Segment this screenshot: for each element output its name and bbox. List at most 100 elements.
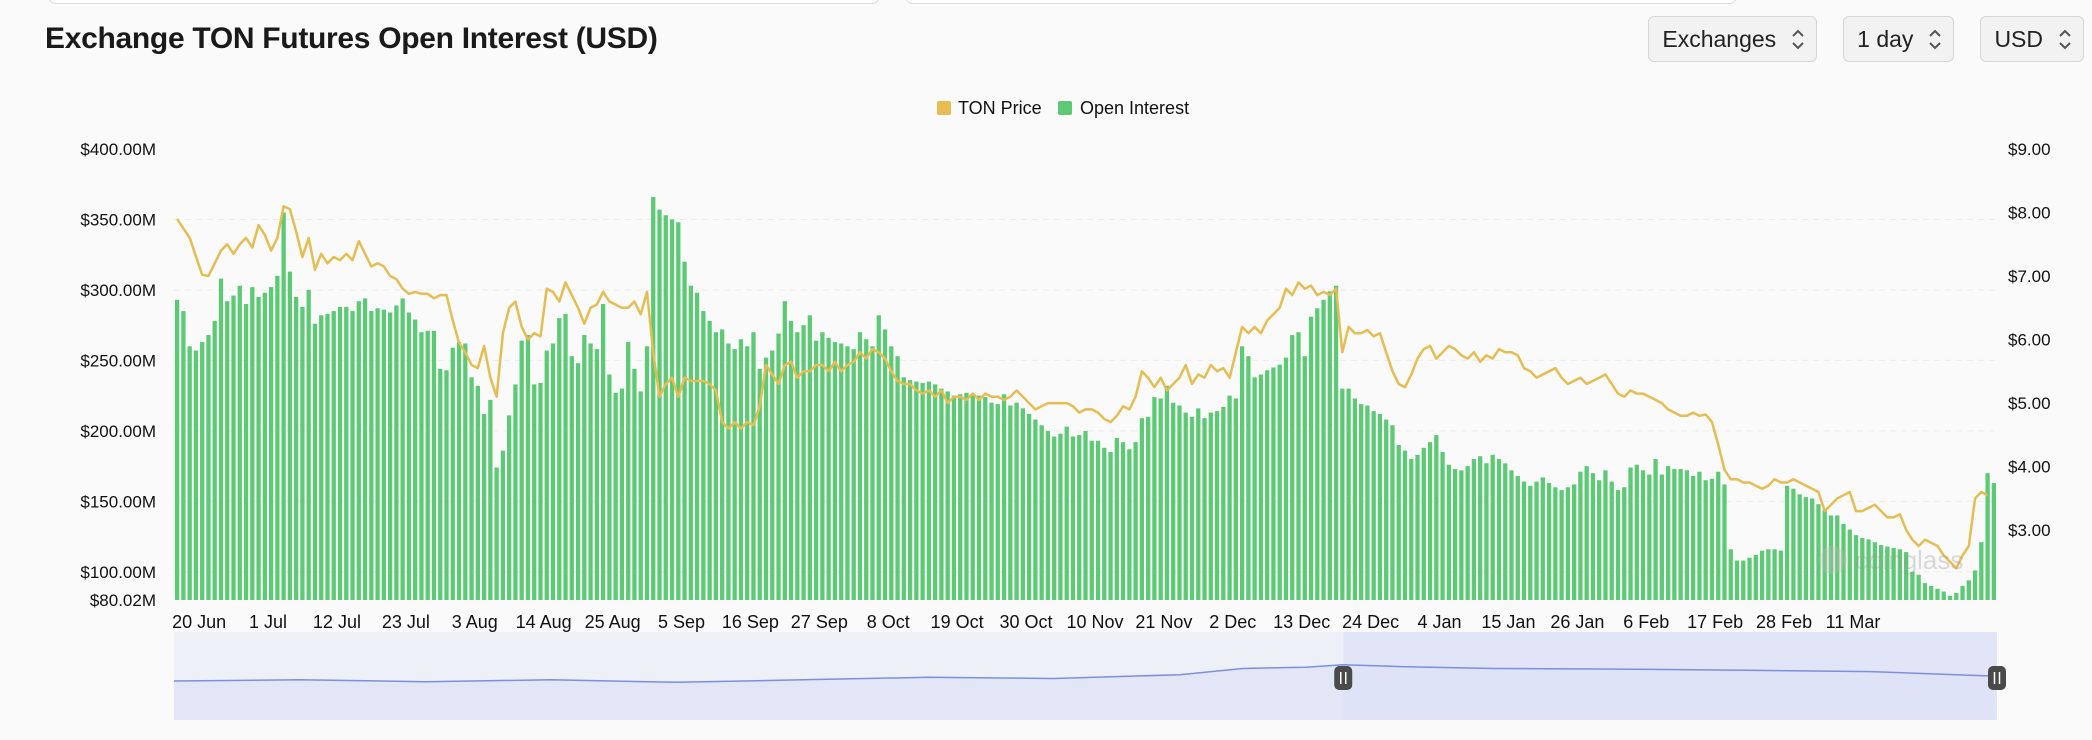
open-interest-bar[interactable]	[1321, 299, 1326, 600]
open-interest-bar[interactable]	[1139, 418, 1145, 600]
open-interest-bar[interactable]	[419, 332, 424, 600]
open-interest-bar[interactable]	[1346, 388, 1351, 600]
open-interest-bar[interactable]	[1816, 504, 1821, 600]
open-interest-bar[interactable]	[1265, 370, 1270, 600]
open-interest-bar[interactable]	[1402, 450, 1408, 600]
open-interest-bar[interactable]	[413, 319, 418, 600]
open-interest-bar[interactable]	[1897, 549, 1903, 600]
open-interest-bar[interactable]	[751, 332, 756, 600]
open-interest-bar[interactable]	[782, 301, 787, 600]
open-interest-bar[interactable]	[1540, 477, 1545, 600]
open-interest-bar[interactable]	[294, 296, 299, 600]
open-interest-bar[interactable]	[1628, 467, 1633, 600]
open-interest-bar[interactable]	[275, 275, 280, 600]
open-interest-bar[interactable]	[218, 278, 224, 600]
open-interest-bar[interactable]	[820, 332, 825, 600]
open-interest-bar[interactable]	[1590, 473, 1596, 600]
open-interest-bar[interactable]	[1246, 356, 1251, 600]
open-interest-bar[interactable]	[200, 342, 205, 600]
navigator-handle[interactable]	[1334, 666, 1353, 690]
open-interest-bar[interactable]	[1785, 485, 1790, 600]
open-interest-bar[interactable]	[826, 337, 831, 600]
legend-swatch-ton-price[interactable]	[937, 101, 951, 115]
open-interest-bar[interactable]	[644, 346, 650, 600]
open-interest-bar[interactable]	[889, 346, 894, 600]
open-interest-bar[interactable]	[1615, 490, 1621, 600]
open-interest-bar[interactable]	[1296, 332, 1301, 600]
open-interest-bar[interactable]	[1095, 440, 1101, 600]
open-interest-bar[interactable]	[1120, 442, 1126, 600]
open-interest-bar[interactable]	[1960, 585, 1965, 600]
open-interest-bar[interactable]	[1772, 549, 1777, 600]
open-interest-bar[interactable]	[469, 377, 474, 600]
open-interest-bar[interactable]	[701, 311, 706, 600]
open-interest-bar[interactable]	[1077, 435, 1082, 600]
open-interest-bar[interactable]	[1365, 405, 1370, 600]
open-interest-bar[interactable]	[669, 219, 675, 601]
open-interest-bar[interactable]	[1791, 488, 1796, 600]
open-interest-bar[interactable]	[770, 350, 775, 600]
open-interest-bar[interactable]	[532, 384, 537, 600]
open-interest-bar[interactable]	[1878, 545, 1884, 600]
open-interest-bar[interactable]	[1421, 447, 1426, 600]
open-interest-bar[interactable]	[745, 346, 750, 600]
open-interest-bar[interactable]	[1252, 377, 1257, 600]
open-interest-bar[interactable]	[632, 368, 637, 600]
open-interest-bar[interactable]	[989, 402, 994, 600]
open-interest-bar[interactable]	[1189, 416, 1195, 600]
open-interest-bar[interactable]	[1208, 412, 1213, 600]
open-interest-bar[interactable]	[212, 320, 217, 600]
open-interest-bar[interactable]	[1409, 459, 1414, 600]
open-interest-bar[interactable]	[206, 335, 211, 600]
open-interest-bar[interactable]	[438, 368, 443, 600]
open-interest-bar[interactable]	[387, 312, 393, 600]
open-interest-bar[interactable]	[1496, 459, 1502, 600]
open-interest-bar[interactable]	[250, 287, 255, 600]
open-interest-bar[interactable]	[1227, 395, 1232, 600]
open-interest-bar[interactable]	[864, 339, 869, 600]
open-interest-bar[interactable]	[287, 271, 293, 600]
open-interest-bar[interactable]	[851, 349, 856, 600]
open-interest-bar[interactable]	[1810, 498, 1815, 600]
open-interest-bar[interactable]	[813, 340, 819, 600]
open-interest-bar[interactable]	[563, 313, 568, 600]
open-interest-bar[interactable]	[1609, 481, 1614, 600]
open-interest-bar[interactable]	[857, 332, 863, 600]
open-interest-bar[interactable]	[1490, 454, 1495, 600]
open-interest-bar[interactable]	[1108, 452, 1113, 600]
open-interest-bar[interactable]	[444, 370, 449, 600]
open-interest-bar[interactable]	[1966, 580, 1971, 600]
open-interest-bar[interactable]	[1515, 475, 1520, 600]
open-interest-bar[interactable]	[1384, 419, 1389, 600]
open-interest-bar[interactable]	[657, 209, 662, 600]
open-interest-bar[interactable]	[1509, 470, 1514, 600]
open-interest-bar[interactable]	[481, 413, 487, 600]
open-interest-bar[interactable]	[1202, 418, 1207, 600]
interval-select[interactable]: 1 day	[1843, 16, 1955, 62]
open-interest-bar[interactable]	[1722, 484, 1727, 600]
open-interest-bar[interactable]	[1020, 408, 1025, 600]
open-interest-bar[interactable]	[1841, 523, 1846, 600]
open-interest-bar[interactable]	[757, 368, 762, 600]
open-interest-bar[interactable]	[575, 363, 581, 600]
open-interest-bar[interactable]	[1133, 442, 1138, 600]
open-interest-bar[interactable]	[788, 320, 794, 600]
open-interest-bar[interactable]	[1233, 398, 1238, 600]
open-interest-bar[interactable]	[1014, 402, 1019, 600]
open-interest-bar[interactable]	[1797, 494, 1802, 600]
open-interest-bar[interactable]	[995, 404, 1000, 600]
open-interest-bar[interactable]	[350, 311, 355, 600]
open-interest-bar[interactable]	[1947, 595, 1953, 600]
open-interest-bar[interactable]	[1734, 560, 1740, 600]
open-interest-bar[interactable]	[1058, 433, 1063, 600]
open-interest-bar[interactable]	[1803, 497, 1809, 600]
open-interest-bar[interactable]	[538, 382, 543, 600]
open-interest-bar[interactable]	[1822, 509, 1827, 600]
open-interest-bar[interactable]	[569, 356, 574, 600]
open-interest-bar[interactable]	[1045, 430, 1051, 600]
open-interest-bar[interactable]	[907, 380, 913, 600]
open-interest-bar[interactable]	[1778, 550, 1784, 600]
open-interest-bar[interactable]	[300, 306, 305, 600]
open-interest-bar[interactable]	[1991, 483, 1996, 600]
open-interest-bar[interactable]	[1070, 436, 1076, 600]
